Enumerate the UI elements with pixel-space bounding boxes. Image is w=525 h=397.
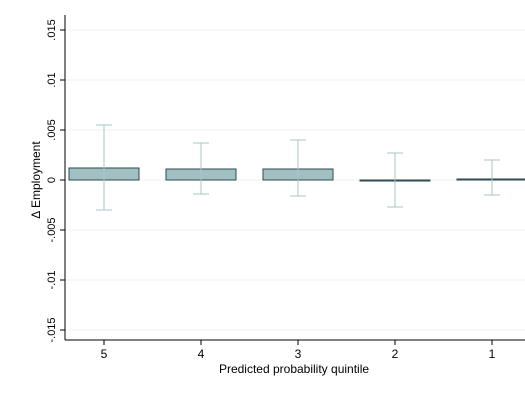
y-tick-label-5: .01 [46,72,58,87]
bar-1 [456,178,525,181]
x-tick-label-1: 1 [489,347,496,361]
y-tick-label-0: -.015 [46,317,58,342]
y-tick-label-3: 0 [46,177,58,183]
y-tick-label-4: .005 [46,119,58,140]
x-ticks: 5 4 3 2 1 [101,340,496,361]
axes [64,15,525,341]
x-tick-label-5: 5 [101,347,108,361]
error-bar-1 [484,159,500,196]
x-tick-label-3: 3 [295,347,302,361]
error-bar-5 [96,124,112,211]
x-tick-label-2: 2 [392,347,399,361]
x-tick-label-4: 4 [198,347,205,361]
error-bars [96,124,500,211]
y-tick-label-1: -.01 [46,271,58,290]
error-bar-3 [290,139,306,197]
y-tick-label-2: -.005 [46,217,58,242]
bars [68,167,525,182]
x-axis-label: Predicted probability quintile [219,362,369,376]
grid-lines [65,29,525,331]
y-tick-label-6: .015 [46,19,58,40]
error-bar-4 [193,142,209,195]
y-axis-label: Δ Employment [29,141,43,219]
y-ticks: -.015 -.01 -.005 0 .005 .01 .015 [46,19,65,343]
error-bar-2 [387,152,403,208]
